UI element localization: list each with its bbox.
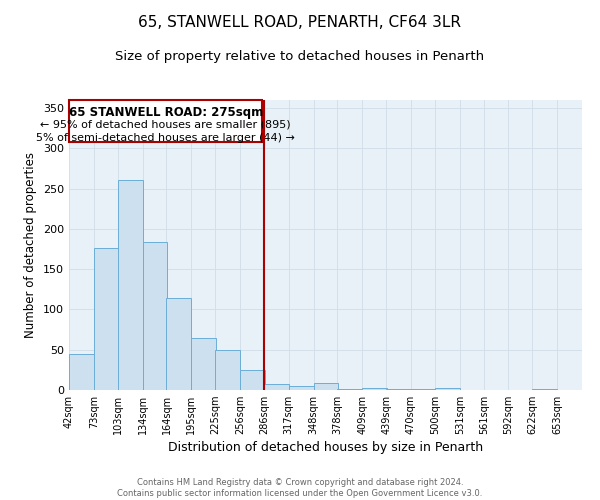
Bar (264, 384, 289, 390)
Bar (143, 242, 167, 390)
Text: 65 STANWELL ROAD: 275sqm: 65 STANWELL ROAD: 275sqm (68, 106, 263, 119)
Bar (240, 370, 265, 390)
Bar (166, 298, 191, 390)
Bar (69, 354, 94, 390)
Text: Contains HM Land Registry data © Crown copyright and database right 2024.
Contai: Contains HM Land Registry data © Crown c… (118, 478, 482, 498)
Bar (435, 388, 460, 390)
Bar (386, 389, 411, 390)
Bar (532, 389, 557, 390)
Bar (411, 389, 436, 390)
Text: Size of property relative to detached houses in Penarth: Size of property relative to detached ho… (115, 50, 485, 63)
Y-axis label: Number of detached properties: Number of detached properties (25, 152, 37, 338)
X-axis label: Distribution of detached houses by size in Penarth: Distribution of detached houses by size … (168, 442, 483, 454)
Bar (191, 338, 216, 390)
Bar (362, 388, 387, 390)
Text: ← 95% of detached houses are smaller (895): ← 95% of detached houses are smaller (89… (40, 119, 291, 129)
Bar (289, 386, 314, 390)
Bar (118, 180, 143, 390)
Bar (337, 389, 362, 390)
Bar (314, 383, 338, 390)
Text: 65, STANWELL ROAD, PENARTH, CF64 3LR: 65, STANWELL ROAD, PENARTH, CF64 3LR (139, 15, 461, 30)
Text: 5% of semi-detached houses are larger (44) →: 5% of semi-detached houses are larger (4… (36, 132, 295, 142)
FancyBboxPatch shape (69, 100, 262, 142)
Bar (94, 248, 119, 390)
Bar (215, 350, 240, 390)
